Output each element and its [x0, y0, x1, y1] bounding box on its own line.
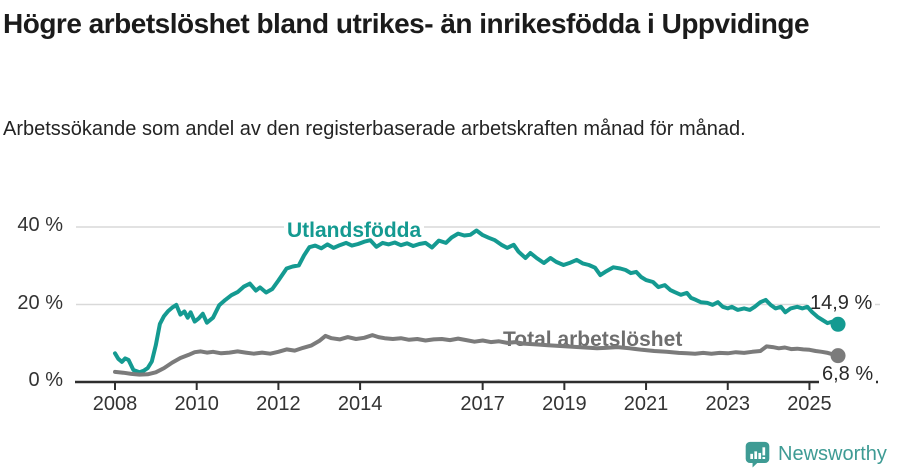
value-label-total-arbetsloshet: 6,8 %: [819, 363, 877, 386]
value-label-utlandsfodda: 14,9 %: [807, 292, 876, 315]
line-utlandsfodda: [113, 228, 840, 375]
series-label-total-arbetsloshet: Total arbetslöshet: [500, 328, 686, 352]
logo-bar-1: [750, 453, 753, 459]
x-tick-label-2023: 2023: [705, 393, 751, 415]
newsworthy-logo-icon: [744, 441, 771, 468]
page-title: Högre arbetslöshet bland utrikes- än inr…: [3, 8, 810, 39]
logo-bar-2: [754, 451, 758, 459]
x-tick-label-2021: 2021: [623, 393, 669, 415]
chart-subtitle: Arbetssökande som andel av den registerb…: [3, 118, 746, 140]
series-label-utlandsfodda: Utlandsfödda: [284, 219, 425, 243]
end-dot-total: [830, 348, 846, 364]
newsworthy-logo[interactable]: Newsworthy: [744, 441, 887, 468]
logo-exclamation-bar: [762, 447, 766, 456]
logo-exclamation-dot: [762, 456, 766, 459]
x-tick-label-2012: 2012: [256, 393, 301, 415]
end-dot-utlandsfodda: [830, 316, 846, 332]
x-tick-label-2010: 2010: [174, 393, 219, 415]
x-tick-label-2014: 2014: [337, 393, 383, 415]
logo-bar-3: [758, 452, 762, 459]
line-total: [113, 333, 840, 377]
x-tick-label-2019: 2019: [542, 393, 587, 415]
logo-bubble-shape: [745, 441, 770, 468]
y-tick-label-20: 20 %: [17, 291, 63, 314]
y-tick-label-0: 0 %: [28, 369, 63, 391]
newsworthy-logo-text: Newsworthy: [778, 443, 887, 465]
x-tick-label-2025: 2025: [787, 393, 832, 415]
y-tick-label-40: 40 %: [17, 214, 63, 236]
x-tick-label-2008: 2008: [92, 393, 138, 415]
x-tick-label-2017: 2017: [460, 393, 505, 415]
